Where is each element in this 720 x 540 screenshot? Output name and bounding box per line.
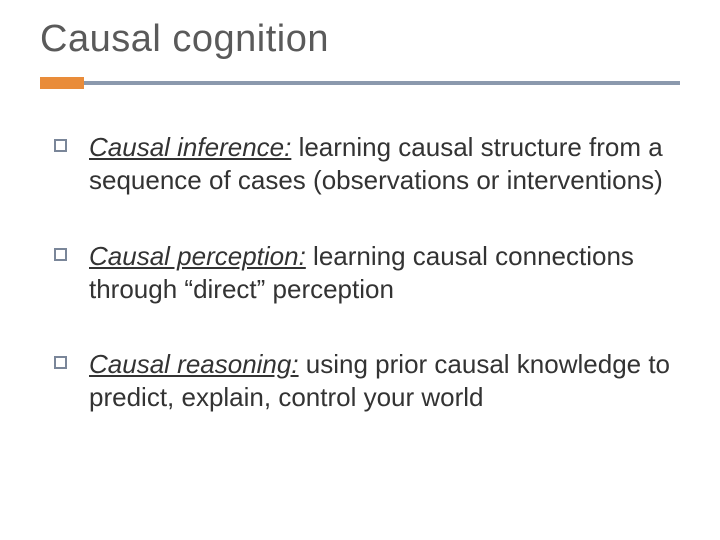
bullet-text: Causal perception: learning causal conne… <box>89 240 680 307</box>
rule-line <box>84 77 680 89</box>
term: Causal perception: <box>89 241 306 271</box>
bullet-text: Causal inference: learning causal struct… <box>89 131 680 198</box>
bullet-text: Causal reasoning: using prior causal kno… <box>89 348 680 415</box>
list-item: Causal inference: learning causal struct… <box>54 131 680 198</box>
term: Causal inference: <box>89 132 291 162</box>
bullet-icon <box>54 248 67 261</box>
list-item: Causal reasoning: using prior causal kno… <box>54 348 680 415</box>
list-item: Causal perception: learning causal conne… <box>54 240 680 307</box>
bullet-icon <box>54 139 67 152</box>
rule-accent <box>40 77 84 89</box>
title-rule <box>40 77 680 89</box>
content-area: Causal inference: learning causal struct… <box>40 131 680 415</box>
bullet-icon <box>54 356 67 369</box>
slide: Causal cognition Causal inference: learn… <box>0 0 720 540</box>
slide-title: Causal cognition <box>40 18 680 61</box>
term: Causal reasoning: <box>89 349 299 379</box>
